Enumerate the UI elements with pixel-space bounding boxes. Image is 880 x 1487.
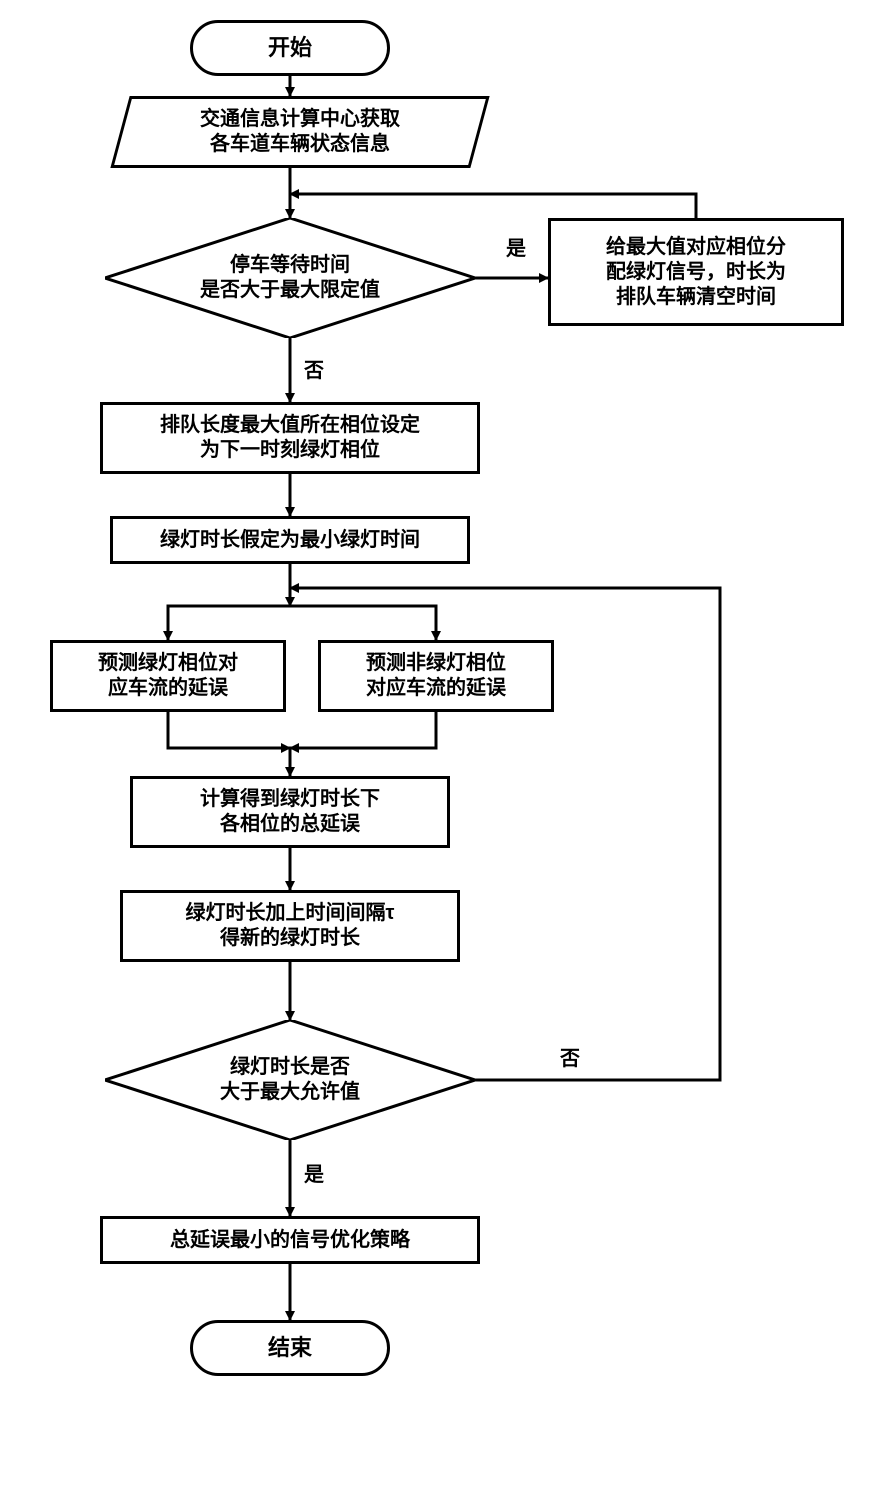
start-label: 开始 [268,34,312,62]
d1-yes-label: 是 [506,232,526,261]
p4-label: 计算得到绿灯时长下各相位的总延误 [200,787,380,837]
p3b-label: 预测非绿灯相位对应车流的延误 [366,651,506,701]
decision-1: 停车等待时间是否大于最大限定值 [105,218,475,338]
decision-2: 绿灯时长是否大于最大允许值 [105,1020,475,1140]
flowchart-canvas: 开始 交通信息计算中心获取各车道车辆状态信息 停车等待时间是否大于最大限定值 给… [0,0,880,1487]
io-node: 交通信息计算中心获取各车道车辆状态信息 [110,96,489,168]
decision-1-label: 停车等待时间是否大于最大限定值 [105,218,475,338]
decision-2-label: 绿灯时长是否大于最大允许值 [105,1020,475,1140]
side-label: 给最大值对应相位分配绿灯信号，时长为排队车辆清空时间 [606,235,786,310]
end-node: 结束 [190,1320,390,1376]
d1-no-label: 否 [304,354,324,383]
p5-label: 绿灯时长加上时间间隔τ得新的绿灯时长 [186,901,395,951]
io-label: 交通信息计算中心获取各车道车辆状态信息 [200,107,400,157]
process-2: 绿灯时长假定为最小绿灯时间 [110,516,470,564]
process-1: 排队长度最大值所在相位设定为下一时刻绿灯相位 [100,402,480,474]
p2-label: 绿灯时长假定为最小绿灯时间 [160,528,420,553]
p3a-label: 预测绿灯相位对应车流的延误 [98,651,238,701]
d2-no-label: 否 [560,1042,580,1071]
p1-label: 排队长度最大值所在相位设定为下一时刻绿灯相位 [160,413,420,463]
process-3b: 预测非绿灯相位对应车流的延误 [318,640,554,712]
process-4: 计算得到绿灯时长下各相位的总延误 [130,776,450,848]
end-label: 结束 [268,1334,312,1362]
p6-label: 总延误最小的信号优化策略 [170,1228,410,1253]
process-3a: 预测绿灯相位对应车流的延误 [50,640,286,712]
d2-yes-label: 是 [304,1158,324,1187]
process-6: 总延误最小的信号优化策略 [100,1216,480,1264]
process-5: 绿灯时长加上时间间隔τ得新的绿灯时长 [120,890,460,962]
start-node: 开始 [190,20,390,76]
side-process: 给最大值对应相位分配绿灯信号，时长为排队车辆清空时间 [548,218,844,326]
